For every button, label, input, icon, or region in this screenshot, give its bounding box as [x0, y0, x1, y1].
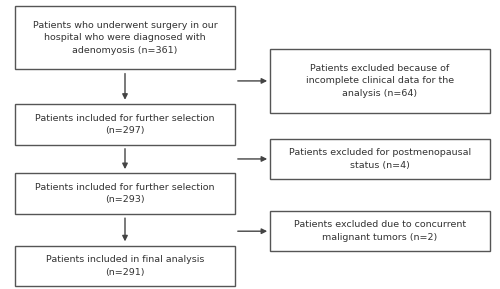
- FancyBboxPatch shape: [270, 139, 490, 179]
- Text: Patients included for further selection
(n=293): Patients included for further selection …: [35, 183, 215, 204]
- Text: Patients excluded because of
incomplete clinical data for the
analysis (n=64): Patients excluded because of incomplete …: [306, 64, 454, 98]
- Text: Patients who underwent surgery in our
hospital who were diagnosed with
adenomyos: Patients who underwent surgery in our ho…: [32, 21, 218, 55]
- FancyBboxPatch shape: [15, 173, 235, 214]
- Text: Patients excluded for postmenopausal
status (n=4): Patients excluded for postmenopausal sta…: [289, 148, 471, 170]
- Text: Patients included in final analysis
(n=291): Patients included in final analysis (n=2…: [46, 255, 204, 277]
- Text: Patients excluded due to concurrent
malignant tumors (n=2): Patients excluded due to concurrent mali…: [294, 221, 466, 242]
- FancyBboxPatch shape: [15, 104, 235, 144]
- FancyBboxPatch shape: [270, 211, 490, 251]
- FancyBboxPatch shape: [270, 49, 490, 113]
- Text: Patients included for further selection
(n=297): Patients included for further selection …: [35, 114, 215, 135]
- FancyBboxPatch shape: [15, 6, 235, 69]
- FancyBboxPatch shape: [15, 246, 235, 286]
